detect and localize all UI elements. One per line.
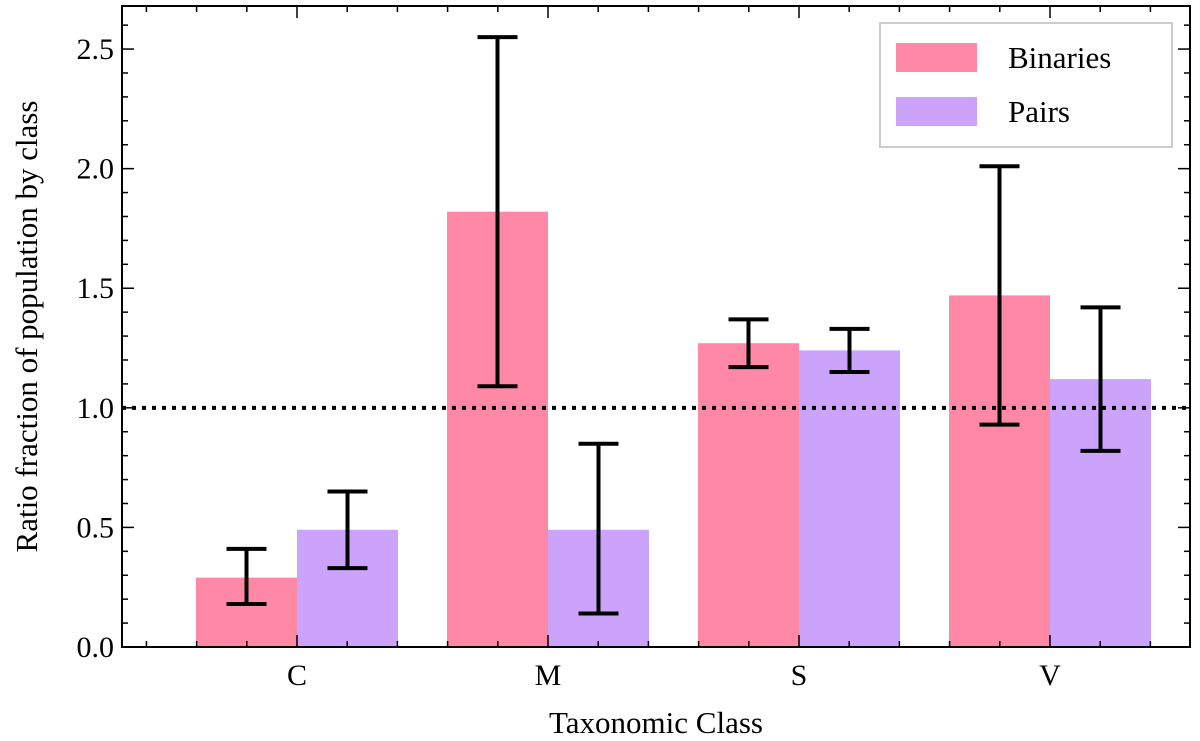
errorbar-binaries-S [728,317,769,370]
y-tick-label-1.0: 1.0 [77,392,115,425]
legend: Binaries Pairs [879,22,1173,148]
errorbar-pairs-C [327,489,368,571]
y-tick-label-0.0: 0.0 [77,631,115,664]
plot-frame [121,5,1191,648]
x-tick-label-S: S [791,659,808,692]
bars-layer [196,211,1151,647]
legend-label-binaries: Binaries [1008,40,1111,75]
y-axis-label: Ratio fraction of population by class [9,101,44,553]
y-tick-label-1.5: 1.5 [77,272,115,305]
errorbar-binaries-M [477,35,518,389]
y-tick-label-2.0: 2.0 [77,153,115,186]
errorbar-pairs-M [578,441,619,616]
legend-swatch-pairs [896,97,977,126]
y-tick-label-2.5: 2.5 [77,33,115,66]
y-tick-label-0.5: 0.5 [77,511,115,544]
errorbar-pairs-V [1080,305,1121,453]
x-tick-label-C: C [287,659,307,692]
bar-binaries-S [698,343,799,647]
errorbar-pairs-S [829,326,870,374]
x-axis-label: Taxonomic Class [549,705,763,740]
legend-label-pairs: Pairs [1008,94,1070,129]
x-tick-label-V: V [1039,659,1061,692]
bar-pairs-S [799,350,900,647]
legend-swatch-binaries [896,43,977,72]
legend-box [879,22,1173,148]
x-tick-label-M: M [535,659,562,692]
error-bars-layer [226,35,1121,616]
errorbar-binaries-C [226,546,267,606]
errorbar-binaries-V [979,164,1020,427]
